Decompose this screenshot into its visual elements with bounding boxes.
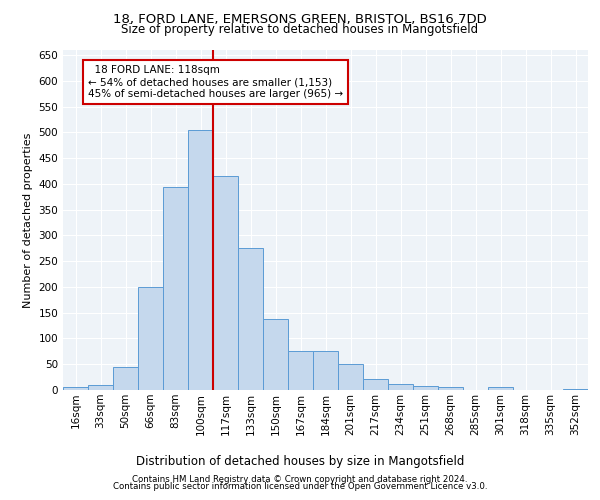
Bar: [138, 287, 163, 390]
Bar: [88, 385, 113, 390]
Bar: [313, 352, 338, 390]
Bar: [213, 176, 238, 390]
Text: 18, FORD LANE, EMERSONS GREEN, BRISTOL, BS16 7DD: 18, FORD LANE, EMERSONS GREEN, BRISTOL, …: [113, 12, 487, 26]
Bar: [438, 387, 463, 390]
Bar: [288, 352, 313, 390]
Bar: [163, 186, 188, 390]
Y-axis label: Number of detached properties: Number of detached properties: [23, 132, 33, 308]
Text: 18 FORD LANE: 118sqm
← 54% of detached houses are smaller (1,153)
45% of semi-de: 18 FORD LANE: 118sqm ← 54% of detached h…: [88, 66, 343, 98]
Bar: [63, 388, 88, 390]
Bar: [413, 386, 438, 390]
Text: Size of property relative to detached houses in Mangotsfield: Size of property relative to detached ho…: [121, 22, 479, 36]
Bar: [563, 389, 588, 390]
Bar: [388, 384, 413, 390]
Text: Contains HM Land Registry data © Crown copyright and database right 2024.: Contains HM Land Registry data © Crown c…: [132, 475, 468, 484]
Bar: [113, 367, 138, 390]
Text: Contains public sector information licensed under the Open Government Licence v3: Contains public sector information licen…: [113, 482, 487, 491]
Bar: [363, 378, 388, 390]
Bar: [263, 320, 288, 390]
Bar: [188, 130, 213, 390]
Bar: [488, 388, 513, 390]
Bar: [238, 248, 263, 390]
Text: Distribution of detached houses by size in Mangotsfield: Distribution of detached houses by size …: [136, 454, 464, 468]
Bar: [338, 364, 363, 390]
